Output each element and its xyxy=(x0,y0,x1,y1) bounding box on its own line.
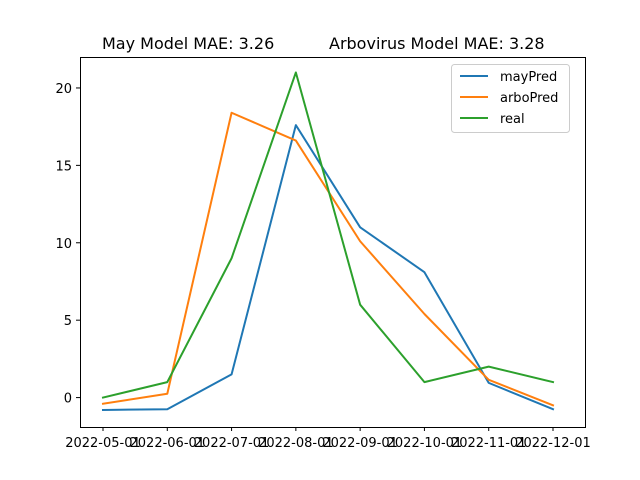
y-tick-label: 5 xyxy=(64,314,72,329)
chart-title-left: May Model MAE: 3.26 xyxy=(102,34,274,53)
legend-label-arboPred: arboPred xyxy=(500,91,558,106)
x-tick-label: 2022-09-01 xyxy=(322,436,398,451)
legend: mayPred arboPred real xyxy=(451,64,570,133)
legend-box xyxy=(451,64,570,133)
y-tick-label: 0 xyxy=(64,392,72,407)
x-tick-label: 2022-07-01 xyxy=(194,436,270,451)
series-line-mayPred xyxy=(101,124,555,411)
plot-frame xyxy=(80,57,586,428)
y-axis: 0 5 10 15 20 xyxy=(55,82,80,407)
x-tick-label: 2022-10-01 xyxy=(387,436,463,451)
y-tick-label: 15 xyxy=(55,159,72,174)
chart-title-right: Arbovirus Model MAE: 3.28 xyxy=(329,34,545,53)
series-line-arboPred xyxy=(101,111,555,407)
x-tick-label: 2022-11-01 xyxy=(451,436,527,451)
x-tick-label: 2022-08-01 xyxy=(258,436,334,451)
x-axis: 2022-05-012022-06-012022-07-012022-08-01… xyxy=(65,427,591,451)
y-tick-label: 20 xyxy=(55,82,72,97)
series-line-real xyxy=(101,71,555,399)
plot-lines xyxy=(101,71,555,411)
y-tick-label: 10 xyxy=(55,237,72,252)
legend-label-real: real xyxy=(500,112,525,127)
x-tick-label: 2022-05-01 xyxy=(65,436,141,451)
x-tick-label: 2022-12-01 xyxy=(515,436,591,451)
legend-label-mayPred: mayPred xyxy=(500,70,557,85)
x-tick-label: 2022-06-01 xyxy=(130,436,206,451)
